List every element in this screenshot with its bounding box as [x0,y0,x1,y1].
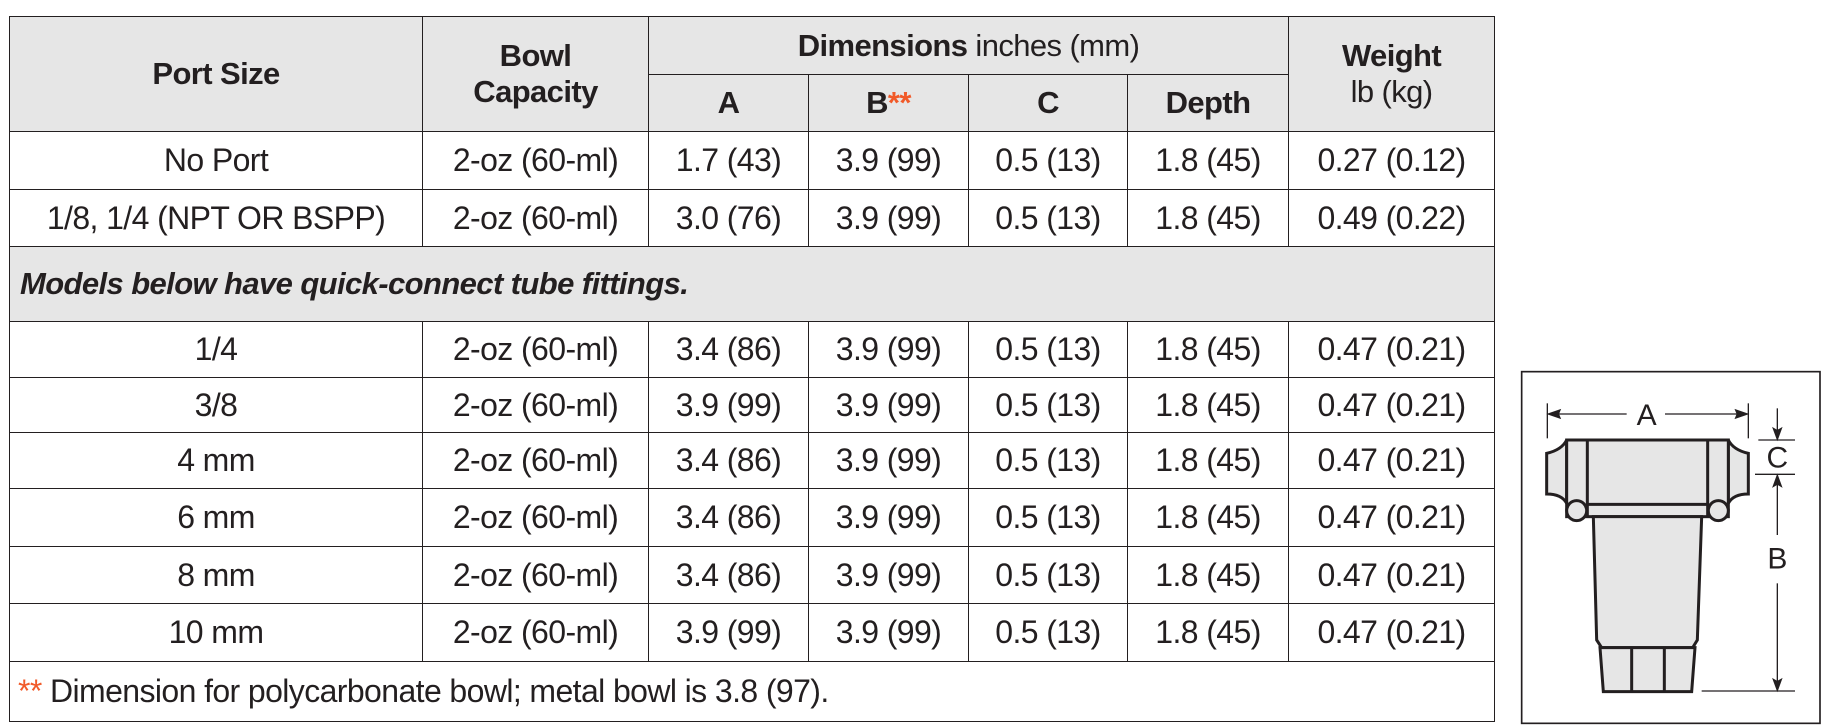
cell-c: 0.5 (13) [968,189,1128,247]
cell-depth: 1.8 (45) [1126,546,1290,604]
cell-b: 3.9 (99) [808,488,969,547]
cell-bowl: 2-oz (60-ml) [422,488,649,547]
cell-a: 1.7 (43) [648,131,809,190]
cell-depth: 1.8 (45) [1126,189,1290,247]
cell-bowl: 2-oz (60-ml) [422,321,649,378]
cell-bowl: 2-oz (60-ml) [422,546,649,604]
cell-bowl: 2-oz (60-ml) [422,131,649,190]
table-row: 10 mm 2-oz (60-ml) 3.9 (99) 3.9 (99) 0.5 (13… [9,603,1496,662]
cell-port: 6 mm [9,488,423,547]
cell-b: 3.9 (99) [808,603,969,662]
cell-a: 3.9 (99) [648,377,809,433]
cell-c: 0.5 (13) [968,488,1128,547]
cell-a: 3.4 (86) [648,546,809,604]
section-note: Models below have quick-connect tube fit… [8,246,1496,322]
cell-b: 3.9 (99) [808,377,969,433]
table-row: 1/4 2-oz (60-ml) 3.4 (86) 3.9 (99) 0.5 (13) 1… [9,321,1496,378]
cell-port: 1/4 [9,321,423,378]
table-row: 6 mm 2-oz (60-ml) 3.4 (86) 3.9 (99) 0.5 (13)… [9,488,1496,547]
header-bowl-capacity: Bowl Capacity [422,16,649,132]
cell-depth: 1.8 (45) [1126,131,1290,190]
table-row: 4 mm 2-oz (60-ml) 3.4 (86) 3.9 (99) 0.5 (13)… [9,432,1496,489]
cell-b: 3.9 (99) [808,432,969,489]
footnote: ** Dimension for polycarbonate bowl; met… [8,661,1496,722]
diagram-label-a: A [1637,399,1657,432]
cell-c: 0.5 (13) [968,321,1128,378]
header-c: C [968,74,1128,132]
cell-port: 1/8, 1/4 (NPT OR BSPP) [9,189,423,247]
cell-weight: 0.47 (0.21) [1288,546,1496,604]
table-row: 3/8 2-oz (60-ml) 3.9 (99) 3.9 (99) 0.5 (13) 1… [9,377,1496,433]
diagram-label-c: C [1766,441,1788,474]
cell-depth: 1.8 (45) [1126,377,1290,433]
header-b: B** [808,74,969,132]
cell-c: 0.5 (13) [968,377,1128,433]
cell-c: 0.5 (13) [968,546,1128,604]
diagram-label-b: B [1767,542,1787,575]
header-port-size: Port Size [9,16,423,132]
cell-weight: 0.47 (0.21) [1288,321,1496,378]
cell-depth: 1.8 (45) [1126,488,1290,547]
cell-port: 8 mm [9,546,423,604]
table-row: 1/8, 1/4 (NPT OR BSPP) 2-oz (60-ml) 3.0 (7… [9,189,1496,247]
cell-weight: 0.27 (0.12) [1288,131,1496,190]
cell-depth: 1.8 (45) [1126,321,1290,378]
cell-weight: 0.47 (0.21) [1288,488,1496,547]
cell-port: 3/8 [9,377,423,433]
cell-c: 0.5 (13) [968,131,1128,190]
cell-a: 3.4 (86) [648,488,809,547]
header-a: A [648,74,809,132]
cell-b: 3.9 (99) [808,321,969,378]
header-depth: Depth [1126,74,1290,132]
cell-weight: 0.47 (0.21) [1288,377,1496,433]
cell-bowl: 2-oz (60-ml) [422,603,649,662]
cell-weight: 0.47 (0.21) [1288,432,1496,489]
cell-c: 0.5 (13) [968,432,1128,489]
cell-b: 3.9 (99) [808,546,969,604]
cell-bowl: 2-oz (60-ml) [422,432,649,489]
header-weight: Weight lb (kg) [1288,16,1496,132]
cell-b: 3.9 (99) [808,189,969,247]
header-dimensions: Dimensions inches (mm) [647,16,1290,75]
cell-a: 3.9 (99) [648,603,809,662]
cell-port: 10 mm [9,603,423,662]
table-row: 8 mm 2-oz (60-ml) 3.4 (86) 3.9 (99) 0.5 (13)… [9,546,1496,604]
cell-weight: 0.47 (0.21) [1288,603,1496,662]
cell-a: 3.0 (76) [648,189,809,247]
cell-depth: 1.8 (45) [1126,603,1290,662]
cell-a: 3.4 (86) [648,321,809,378]
cell-b: 3.9 (99) [808,131,969,190]
dimensions-table: Port Size Bowl Capacity Dimensions inches… [8,16,1496,722]
filter-dimension-diagram: A C B [1520,370,1821,725]
cell-depth: 1.8 (45) [1126,432,1290,489]
cell-c: 0.5 (13) [968,603,1128,662]
cell-port: 4 mm [9,432,423,489]
cell-a: 3.4 (86) [648,432,809,489]
cell-port: No Port [9,131,423,190]
cell-weight: 0.49 (0.22) [1288,189,1496,247]
cell-bowl: 2-oz (60-ml) [422,189,649,247]
cell-bowl: 2-oz (60-ml) [422,377,649,433]
table-row: No Port 2-oz (60-ml) 1.7 (43) 3.9 (99) 0.5 (… [9,131,1496,190]
